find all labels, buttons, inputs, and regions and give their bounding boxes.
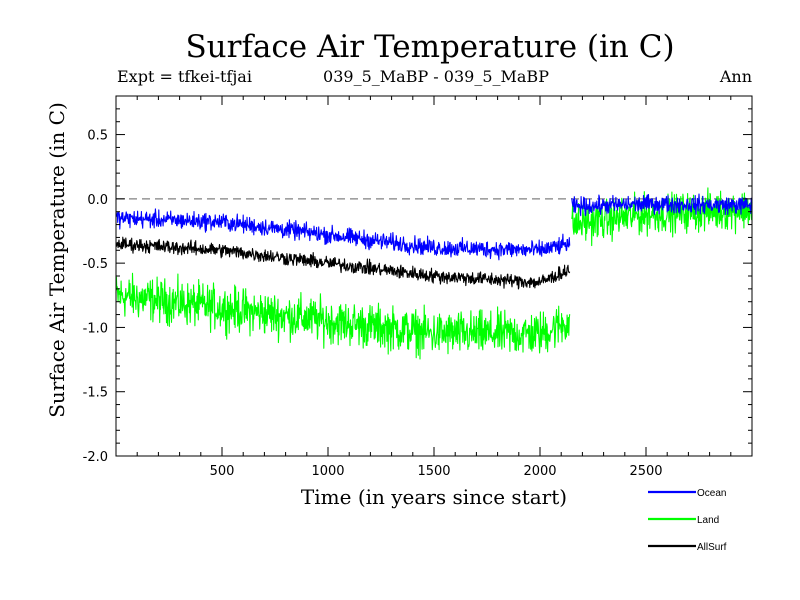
y-axis-label: Surface Air Temperature (in C)	[45, 102, 69, 418]
legend-item-allsurf: AllSurf	[648, 542, 727, 553]
period-label: 039_5_MaBP - 039_5_MaBP	[323, 67, 549, 86]
chart-title: Surface Air Temperature (in C)	[185, 29, 674, 65]
y-tick-label: -0.5	[83, 257, 108, 272]
legend-item-ocean: Ocean	[648, 488, 726, 499]
y-tick-label: 0.0	[87, 193, 108, 208]
legend: Ocean Land AllSurf	[648, 488, 727, 553]
series-ocean	[115, 193, 753, 261]
series-line-land-1	[115, 272, 571, 360]
legend-label-ocean: Ocean	[697, 488, 726, 499]
x-tick-label: 500	[210, 464, 235, 479]
legend-label-allsurf: AllSurf	[697, 542, 727, 553]
season-label: Ann	[719, 67, 752, 86]
y-tick-label: -1.0	[83, 321, 108, 336]
y-tick-label: -1.5	[83, 386, 108, 401]
series-allsurf	[115, 236, 571, 290]
axes-layer: 500 1000 1500 2000 2500 0.5 0.0 -0.5 -1.0 -1.5 -2.…	[83, 95, 753, 479]
x-tick-label: 1500	[417, 464, 450, 479]
y-tick-label: -2.0	[83, 450, 108, 465]
x-tick-label: 2500	[629, 464, 662, 479]
x-axis-label: Time (in years since start)	[301, 485, 567, 509]
legend-item-land: Land	[648, 515, 719, 526]
x-tick-label: 1000	[311, 464, 344, 479]
experiment-label: Expt = tfkei-tfjai	[117, 67, 252, 86]
legend-label-land: Land	[697, 515, 719, 526]
series-line-ocean-2	[571, 193, 753, 217]
x-tick-label: 2000	[523, 464, 556, 479]
series-layer	[115, 187, 753, 360]
series-line-allsurf-1	[115, 236, 571, 290]
series-line-ocean-1	[115, 208, 571, 261]
y-tick-label: 0.5	[87, 129, 108, 144]
